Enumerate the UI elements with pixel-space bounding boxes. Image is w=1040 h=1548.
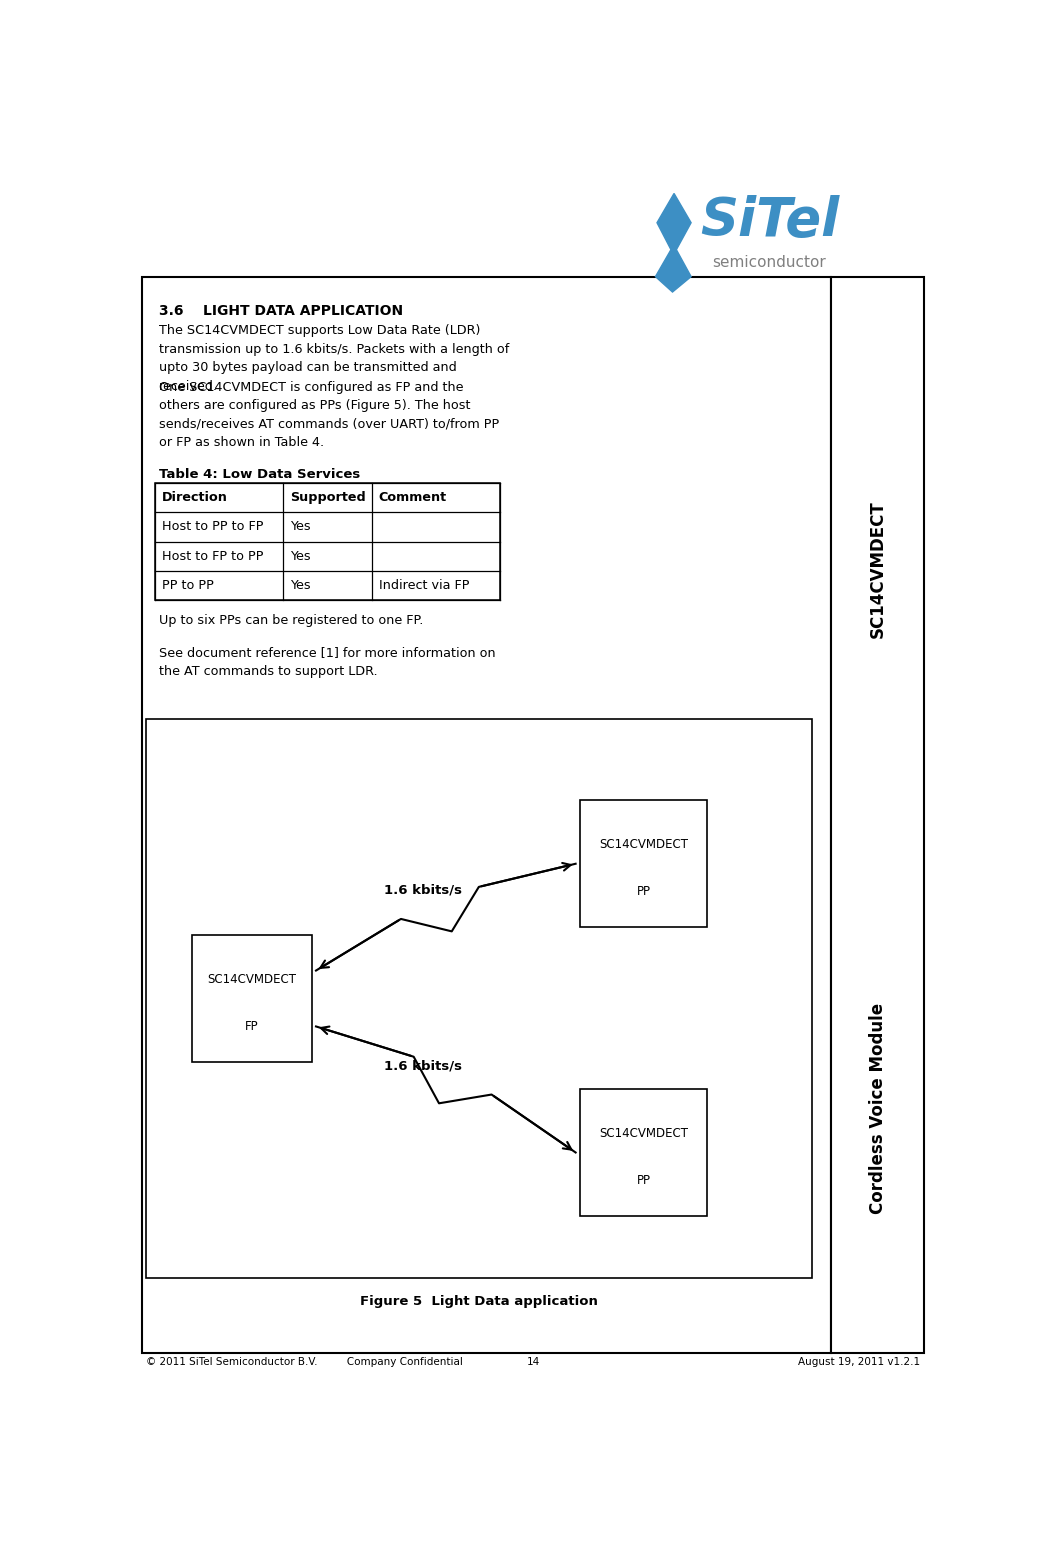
Text: 3.6    LIGHT DATA APPLICATION: 3.6 LIGHT DATA APPLICATION [159, 303, 402, 317]
Text: PP: PP [636, 885, 650, 898]
Text: Yes: Yes [290, 520, 310, 534]
Text: SC14CVMDECT: SC14CVMDECT [868, 500, 887, 638]
Text: PP: PP [636, 1173, 650, 1187]
Text: 14: 14 [526, 1358, 540, 1367]
Bar [831, 277, 925, 1353]
Text: SC14CVMDECT: SC14CVMDECT [599, 837, 687, 851]
Text: Comment: Comment [379, 491, 447, 505]
Text: 1.6 kbits/s: 1.6 kbits/s [384, 884, 462, 896]
Text: Supported: Supported [290, 491, 365, 505]
Text: One SC14CVMDECT is configured as FP and the
others are configured as PPs (Figure: One SC14CVMDECT is configured as FP and … [159, 381, 499, 449]
Text: August 19, 2011 v1.2.1: August 19, 2011 v1.2.1 [799, 1358, 920, 1367]
Bar [579, 800, 707, 927]
Text: SC14CVMDECT: SC14CVMDECT [599, 1127, 687, 1139]
Bar [141, 277, 831, 1353]
Bar [579, 1088, 707, 1217]
Text: Indirect via FP: Indirect via FP [379, 579, 469, 591]
Text: Direction: Direction [162, 491, 228, 505]
Text: 1.6 kbits/s: 1.6 kbits/s [384, 1060, 462, 1073]
Text: Table 4: Low Data Services: Table 4: Low Data Services [159, 467, 360, 480]
Text: Figure 5  Light Data application: Figure 5 Light Data application [360, 1294, 598, 1308]
Text: Yes: Yes [290, 550, 310, 562]
Text: SiTel: SiTel [700, 195, 839, 248]
Text: semiconductor: semiconductor [712, 255, 826, 271]
Bar [155, 483, 499, 601]
Text: Cordless Voice Module: Cordless Voice Module [868, 1003, 887, 1214]
Text: PP to PP: PP to PP [162, 579, 213, 591]
Text: © 2011 SiTel Semiconductor B.V.         Company Confidential: © 2011 SiTel Semiconductor B.V. Company … [146, 1358, 463, 1367]
Text: SC14CVMDECT: SC14CVMDECT [208, 974, 296, 986]
Bar [146, 720, 812, 1277]
Text: Yes: Yes [290, 579, 310, 591]
Text: Up to six PPs can be registered to one FP.: Up to six PPs can be registered to one F… [159, 615, 423, 627]
Text: FP: FP [245, 1020, 259, 1033]
Text: Host to PP to FP: Host to PP to FP [162, 520, 263, 534]
Text: See document reference [1] for more information on
the AT commands to support LD: See document reference [1] for more info… [159, 646, 495, 678]
Polygon shape [655, 194, 692, 293]
Bar [192, 935, 312, 1062]
Text: Host to FP to PP: Host to FP to PP [162, 550, 263, 562]
Text: The SC14CVMDECT supports Low Data Rate (LDR)
transmission up to 1.6 kbits/s. Pac: The SC14CVMDECT supports Low Data Rate (… [159, 325, 509, 393]
